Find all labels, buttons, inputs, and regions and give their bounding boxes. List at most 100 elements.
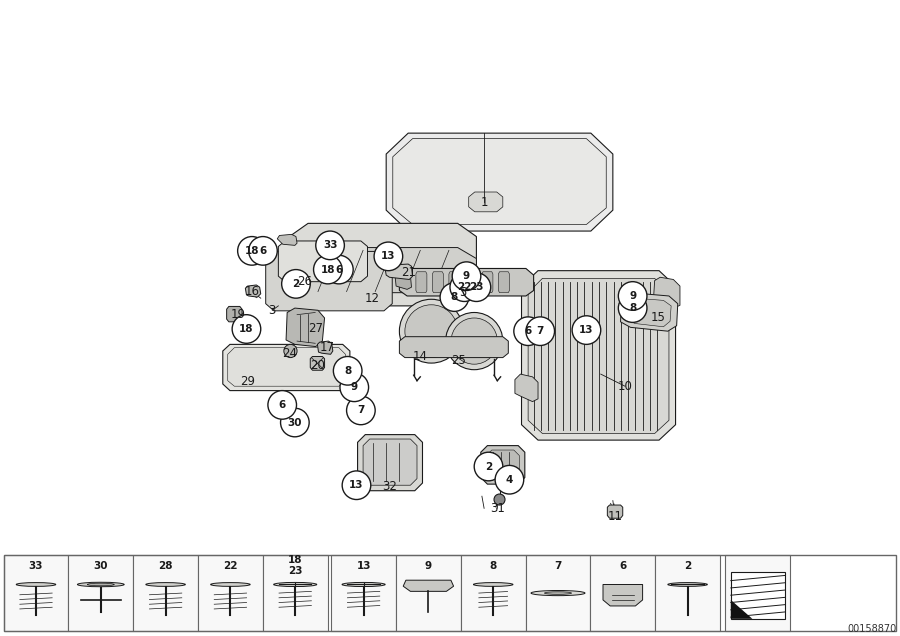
Polygon shape xyxy=(400,268,534,296)
Polygon shape xyxy=(395,273,411,289)
Text: 15: 15 xyxy=(651,312,665,324)
Polygon shape xyxy=(465,272,476,293)
FancyBboxPatch shape xyxy=(526,555,590,631)
Circle shape xyxy=(450,273,479,301)
Text: 8: 8 xyxy=(490,560,497,570)
Text: 26: 26 xyxy=(297,275,311,288)
Circle shape xyxy=(342,583,385,586)
Polygon shape xyxy=(271,247,476,293)
Text: 8: 8 xyxy=(451,292,458,302)
FancyBboxPatch shape xyxy=(655,555,720,631)
Circle shape xyxy=(87,583,114,586)
Circle shape xyxy=(333,357,362,385)
Text: 18
23: 18 23 xyxy=(288,555,302,576)
Text: 31: 31 xyxy=(490,502,505,515)
Polygon shape xyxy=(310,357,325,370)
Text: 30: 30 xyxy=(288,417,302,427)
Text: 3: 3 xyxy=(268,304,276,317)
Text: 12: 12 xyxy=(364,292,380,305)
Polygon shape xyxy=(228,348,346,386)
Text: 2: 2 xyxy=(485,462,492,471)
Circle shape xyxy=(313,255,342,284)
Circle shape xyxy=(238,237,266,265)
Text: 18: 18 xyxy=(320,265,335,275)
Polygon shape xyxy=(246,285,261,297)
Circle shape xyxy=(668,583,707,586)
Polygon shape xyxy=(363,439,417,485)
Polygon shape xyxy=(286,308,325,347)
Circle shape xyxy=(284,344,297,357)
Polygon shape xyxy=(318,341,333,354)
Text: 14: 14 xyxy=(413,350,428,363)
Text: 27: 27 xyxy=(309,322,323,335)
Polygon shape xyxy=(603,584,643,606)
Circle shape xyxy=(232,315,261,343)
Circle shape xyxy=(77,582,124,587)
Polygon shape xyxy=(620,293,678,331)
FancyBboxPatch shape xyxy=(68,555,133,631)
Circle shape xyxy=(268,391,296,419)
Text: 7: 7 xyxy=(357,405,364,415)
Text: 2: 2 xyxy=(292,279,300,289)
Polygon shape xyxy=(528,279,669,434)
Text: 4: 4 xyxy=(506,474,513,485)
Polygon shape xyxy=(482,272,493,293)
Circle shape xyxy=(531,590,585,596)
Polygon shape xyxy=(515,374,538,401)
Text: 29: 29 xyxy=(240,375,255,389)
Polygon shape xyxy=(608,505,623,518)
Polygon shape xyxy=(227,307,242,322)
Circle shape xyxy=(452,262,481,291)
Polygon shape xyxy=(653,277,680,308)
Text: 13: 13 xyxy=(580,325,594,335)
Polygon shape xyxy=(290,223,476,306)
Circle shape xyxy=(316,231,345,259)
Polygon shape xyxy=(386,133,613,231)
Text: 6: 6 xyxy=(279,400,286,410)
Text: 16: 16 xyxy=(245,285,259,298)
Circle shape xyxy=(211,583,250,586)
FancyBboxPatch shape xyxy=(731,572,785,619)
Circle shape xyxy=(514,317,543,345)
Circle shape xyxy=(325,255,353,284)
Polygon shape xyxy=(278,241,367,282)
Circle shape xyxy=(440,283,469,312)
Polygon shape xyxy=(486,450,519,479)
Circle shape xyxy=(248,237,277,265)
Text: 24: 24 xyxy=(282,347,297,360)
Circle shape xyxy=(618,294,647,322)
Circle shape xyxy=(274,583,317,586)
FancyBboxPatch shape xyxy=(396,555,461,631)
Text: 23: 23 xyxy=(469,282,483,292)
Circle shape xyxy=(146,583,185,586)
Polygon shape xyxy=(432,272,444,293)
Polygon shape xyxy=(416,272,427,293)
Circle shape xyxy=(474,452,503,481)
Polygon shape xyxy=(223,344,350,391)
Text: 7: 7 xyxy=(554,560,562,570)
Polygon shape xyxy=(469,192,503,212)
Circle shape xyxy=(495,466,524,494)
FancyBboxPatch shape xyxy=(331,555,396,631)
Circle shape xyxy=(342,471,371,499)
Text: 10: 10 xyxy=(617,380,633,392)
Circle shape xyxy=(340,373,369,401)
Text: 25: 25 xyxy=(452,354,466,368)
Circle shape xyxy=(405,305,458,357)
Polygon shape xyxy=(266,251,392,311)
Text: 00158870: 00158870 xyxy=(847,625,896,634)
Text: 32: 32 xyxy=(382,480,397,493)
Polygon shape xyxy=(521,271,676,440)
Circle shape xyxy=(572,316,600,344)
Text: 17: 17 xyxy=(320,341,335,354)
Text: 22: 22 xyxy=(223,560,238,570)
Text: 9: 9 xyxy=(351,382,358,392)
Text: 33: 33 xyxy=(29,560,43,570)
Polygon shape xyxy=(449,272,460,293)
Polygon shape xyxy=(731,600,752,619)
Circle shape xyxy=(494,494,505,505)
Text: 30: 30 xyxy=(94,560,108,570)
Text: 6: 6 xyxy=(525,326,532,336)
Polygon shape xyxy=(277,234,297,245)
Text: 22: 22 xyxy=(457,282,472,292)
